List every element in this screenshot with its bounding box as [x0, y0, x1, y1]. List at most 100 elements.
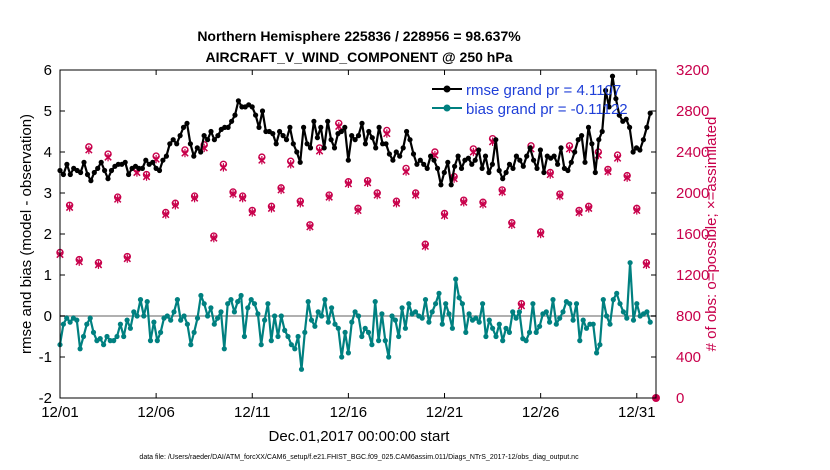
- rmse-point: [325, 118, 331, 124]
- bias-point: [231, 309, 237, 315]
- bias-point: [463, 329, 469, 335]
- bias-point: [278, 313, 284, 319]
- rmse-point: [259, 108, 266, 114]
- bias-point: [610, 297, 616, 303]
- bias-point: [577, 338, 583, 344]
- bias-point: [349, 319, 355, 325]
- bias-point: [87, 315, 93, 321]
- bias-point: [258, 342, 264, 348]
- x-tick-label: 12/26: [522, 404, 560, 421]
- bias-point: [466, 311, 472, 317]
- bias-point: [228, 297, 234, 303]
- rmse-point: [369, 135, 375, 141]
- bias-point: [60, 321, 66, 327]
- y-right-tick-label: 2400: [676, 144, 709, 161]
- rmse-point: [434, 165, 441, 171]
- bias-point: [547, 319, 553, 325]
- bias-point: [459, 301, 465, 307]
- bias-point: [322, 297, 328, 303]
- x-tick-label: 12/16: [330, 404, 368, 421]
- bias-point: [335, 325, 341, 331]
- bias-point: [188, 342, 194, 348]
- rmse-point: [441, 169, 447, 176]
- bias-point: [443, 301, 449, 307]
- rmse-point: [616, 112, 622, 118]
- bias-point: [560, 309, 566, 315]
- bias-point: [376, 338, 382, 344]
- obs-assimilated-point: [604, 167, 612, 176]
- bias-point: [134, 313, 140, 319]
- bias-point: [154, 338, 160, 344]
- rmse-point: [424, 165, 430, 171]
- chart-subtitle: AIRCRAFT_V_WIND_COMPONENT @ 250 hPa: [206, 49, 513, 65]
- rmse-point: [421, 161, 427, 167]
- bias-point: [272, 313, 278, 319]
- rmse-point: [81, 159, 87, 165]
- rmse-point: [78, 169, 84, 176]
- obs-assimilated-point: [392, 199, 401, 208]
- bias-point: [597, 342, 603, 348]
- bias-point: [412, 309, 419, 315]
- rmse-point: [191, 153, 197, 159]
- bias-point: [436, 290, 442, 296]
- rmse-point: [60, 171, 66, 178]
- rmse-point: [476, 147, 482, 153]
- bias-point: [245, 305, 251, 311]
- y-axis-right-label: # of obs: o=possible; ×=assimilated: [703, 117, 720, 352]
- rmse-point: [555, 161, 561, 167]
- rmse-point: [270, 131, 276, 137]
- rmse-point: [139, 165, 145, 171]
- y-right-tick-label: 0: [676, 390, 684, 407]
- bias-point: [80, 333, 87, 340]
- rmse-point: [294, 149, 300, 155]
- rmse-point: [493, 137, 499, 143]
- rmse-point: [393, 149, 399, 155]
- obs-assimilated-point: [642, 260, 651, 269]
- obs-assimilated-point: [440, 211, 449, 220]
- bias-point: [137, 297, 144, 303]
- rmse-point: [304, 141, 310, 147]
- rmse-point: [455, 153, 461, 159]
- rmse-point: [589, 141, 595, 147]
- bias-point: [429, 309, 435, 315]
- rmse-point: [287, 124, 293, 130]
- rmse-point: [390, 157, 396, 163]
- bias-point: [573, 301, 580, 307]
- y-tick-label: 1: [44, 267, 52, 284]
- rmse-point: [572, 149, 578, 155]
- rmse-point: [386, 151, 392, 157]
- rmse-point: [613, 96, 619, 102]
- rmse-point: [198, 149, 204, 155]
- bias-point: [251, 301, 258, 307]
- y-tick-label: 6: [44, 62, 52, 79]
- bias-point: [178, 317, 184, 323]
- bias-point: [184, 321, 190, 327]
- rmse-point: [637, 147, 643, 153]
- bias-point: [171, 309, 177, 315]
- rmse-point: [321, 145, 327, 151]
- obs-assimilated-point: [238, 193, 247, 203]
- rmse-point: [301, 124, 307, 130]
- rmse-point: [201, 133, 207, 139]
- rmse-point: [414, 161, 420, 167]
- rmse-point: [342, 124, 348, 130]
- obs-assimilated-point: [613, 153, 622, 163]
- bias-point: [379, 311, 385, 317]
- bias-point: [486, 317, 492, 323]
- bias-point: [255, 311, 261, 317]
- bias-point: [553, 321, 559, 327]
- legend: rmse grand pr = 4.1107 bias grand pr = -…: [432, 82, 628, 118]
- rmse-point: [122, 159, 128, 165]
- rmse-point: [331, 145, 338, 151]
- rmse-point: [407, 137, 413, 143]
- bias-point: [295, 333, 301, 340]
- rmse-point: [513, 153, 520, 159]
- bias-point: [516, 309, 523, 315]
- rmse-point: [500, 176, 506, 182]
- rmse-point: [445, 159, 451, 165]
- bias-point: [275, 333, 281, 340]
- rmse-point: [211, 137, 217, 143]
- y-tick-label: 5: [44, 103, 52, 120]
- rmse-point: [174, 141, 180, 147]
